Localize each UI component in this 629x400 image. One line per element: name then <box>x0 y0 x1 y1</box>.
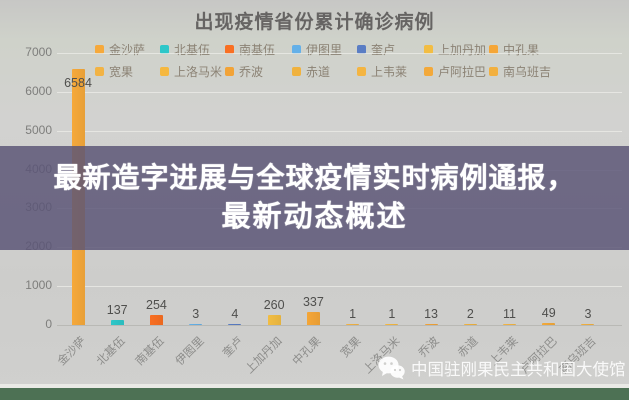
y-axis-tick-label: 7000 <box>25 45 52 59</box>
gridline <box>57 130 622 132</box>
bar-上洛马米[interactable] <box>385 324 399 325</box>
legend-item-label: 伊图里 <box>306 42 343 57</box>
bar-奎卢[interactable] <box>228 324 242 325</box>
bar-value-label: 137 <box>106 303 128 317</box>
legend-marker-icon <box>225 66 234 76</box>
legend-item-label: 卢阿拉巴 <box>438 64 487 79</box>
footer-light-strip <box>0 384 629 388</box>
overlay-banner-line2: 最新动态概述 <box>221 201 408 233</box>
legend-marker-icon <box>357 66 366 76</box>
legend-item-label: 乔波 <box>239 64 264 79</box>
legend-marker-icon <box>357 44 366 54</box>
legend-marker-icon <box>424 44 433 54</box>
legend-item[interactable]: 宽果 <box>95 64 134 79</box>
bar-value-label: 3 <box>584 307 592 321</box>
bar-value-label: 1 <box>388 307 396 321</box>
gridline <box>57 286 622 288</box>
watermark: 中国驻刚果民主共和国大使馆 <box>378 356 626 380</box>
watermark-text: 中国驻刚果民主共和国大使馆 <box>411 361 626 379</box>
x-axis-line <box>57 325 622 326</box>
legend-item-label: 南乌班吉 <box>503 64 552 79</box>
footer-green-strip <box>0 388 629 400</box>
bar-value-label: 260 <box>263 298 285 312</box>
legend-marker-icon <box>292 44 301 54</box>
legend-item-label: 中孔果 <box>503 42 540 57</box>
bar-value-label: 1 <box>349 307 357 321</box>
bar-上加丹加[interactable] <box>267 315 281 325</box>
overlay-banner-line1: 最新造字进展与全球疫情实时病例通报， <box>53 162 576 193</box>
bar-卢阿拉巴[interactable] <box>542 323 556 325</box>
bar-value-label: 3 <box>192 307 200 321</box>
legend-marker-icon <box>489 66 498 76</box>
legend-marker-icon <box>225 44 234 54</box>
bar-value-label: 254 <box>146 298 167 312</box>
bar-宽果[interactable] <box>346 324 360 325</box>
gridline <box>57 53 622 54</box>
chart-title: 出现疫情省份累计确诊病例 <box>194 12 435 33</box>
legend-marker-icon <box>489 44 498 54</box>
legend-item-label: 赤道 <box>306 64 331 79</box>
legend-marker-icon <box>292 66 301 76</box>
legend-marker-icon <box>95 44 104 54</box>
y-axis-tick-label: 0 <box>45 317 52 331</box>
legend-item-label: 南基伍 <box>239 42 276 57</box>
y-axis-tick-label: 1000 <box>25 278 52 293</box>
bar-南基伍[interactable] <box>149 315 163 325</box>
bar-value-label: 337 <box>302 295 324 309</box>
legend-item-label: 北基伍 <box>174 42 211 57</box>
bar-value-label: 13 <box>424 307 439 321</box>
bar-中孔果[interactable] <box>306 312 320 325</box>
bar-上韦莱[interactable] <box>503 324 517 325</box>
legend-item[interactable]: 乔波 <box>225 64 264 79</box>
legend-item-label: 奎卢 <box>371 42 396 57</box>
bar-乔波[interactable] <box>424 324 438 325</box>
overlay-banner: 最新造字进展与全球疫情实时病例通报， 最新动态概述 <box>0 146 629 250</box>
legend-marker-icon <box>160 66 169 76</box>
bar-value-label: 6584 <box>64 76 92 90</box>
legend-item-label: 金沙萨 <box>109 42 146 57</box>
legend-item[interactable]: 上韦莱 <box>357 64 408 79</box>
bar-value-label: 11 <box>503 307 516 321</box>
legend-item-label: 上韦莱 <box>371 64 408 79</box>
bar-value-label: 4 <box>231 307 239 321</box>
legend-item[interactable]: 赤道 <box>292 64 331 79</box>
wechat-icon <box>378 356 405 380</box>
legend-item-label: 宽果 <box>109 64 134 79</box>
legend-marker-icon <box>424 66 433 76</box>
legend-marker-icon <box>95 66 104 76</box>
legend-marker-icon <box>160 44 169 54</box>
y-axis-tick-label: 5000 <box>25 122 52 137</box>
bar-北基伍[interactable] <box>110 320 124 325</box>
bar-value-label: 2 <box>466 307 474 321</box>
legend-item-label: 上加丹加 <box>438 42 487 57</box>
bar-南乌班吉[interactable] <box>581 324 595 325</box>
y-axis-tick-label: 6000 <box>25 83 52 98</box>
legend-item-label: 上洛马米 <box>174 64 223 79</box>
legend-item[interactable]: 南乌班吉 <box>489 64 552 79</box>
gridline <box>57 91 622 93</box>
legend-item[interactable]: 卢阿拉巴 <box>424 64 487 79</box>
legend-item[interactable]: 上洛马米 <box>160 64 223 79</box>
bar-赤道[interactable] <box>463 324 477 325</box>
bar-伊图里[interactable] <box>189 324 203 325</box>
bar-value-label: 49 <box>541 306 556 320</box>
